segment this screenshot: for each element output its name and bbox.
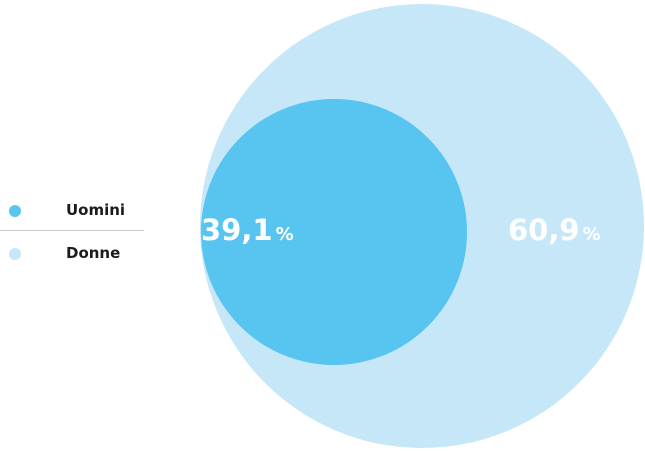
data-label-donne-unit: % [583, 224, 601, 245]
legend-item-uomini: Uomini [0, 198, 144, 224]
data-label-donne-value: 60,9 [508, 213, 580, 247]
legend-divider [0, 230, 144, 231]
data-label-donne: 60,9% [508, 213, 601, 247]
legend-label-uomini: Uomini [66, 201, 126, 219]
legend: Uomini Donne [0, 198, 144, 267]
legend-dot-donne [9, 248, 21, 260]
legend-label-donne: Donne [66, 244, 121, 262]
data-label-uomini: 39,1% [201, 213, 294, 247]
data-label-uomini-unit: % [276, 224, 294, 245]
data-label-uomini-value: 39,1 [201, 213, 273, 247]
bubble-uomini [201, 99, 467, 365]
legend-dot-uomini [9, 205, 21, 217]
legend-item-donne: Donne [0, 241, 144, 267]
